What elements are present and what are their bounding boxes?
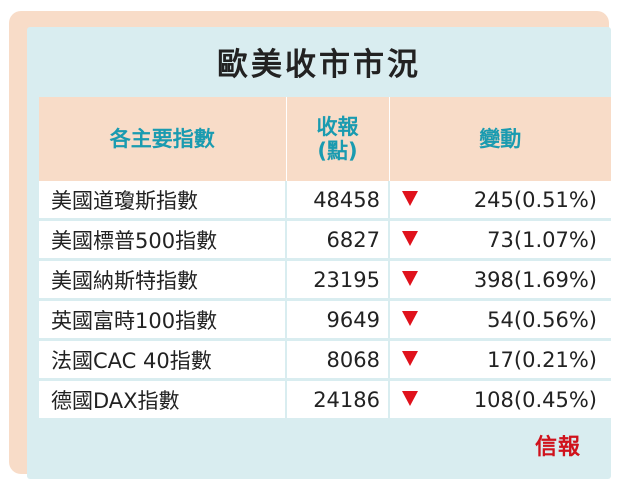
index-change: 17(0.21%): [487, 347, 597, 372]
index-name: 美國道瓊斯指數: [39, 181, 287, 221]
index-close: 24186: [286, 379, 390, 421]
index-close: 48458: [286, 181, 390, 221]
down-arrow-icon: [402, 391, 418, 406]
table-row: 法國CAC 40指數 8068 17(0.21%): [39, 339, 611, 381]
header-name: 各主要指數: [39, 97, 287, 181]
down-arrow-icon: [402, 351, 418, 366]
outer-frame: 歐美收市市況 各主要指數 收報 (點) 變動 美國道瓊斯指: [9, 11, 611, 479]
hkej-logo: 信報: [534, 434, 581, 460]
down-arrow-icon: [402, 271, 418, 286]
index-table: 各主要指數 收報 (點) 變動 美國道瓊斯指數 48458 245(0.51%): [39, 97, 611, 421]
index-change-cell: 17(0.21%): [389, 339, 611, 381]
panel: 歐美收市市況 各主要指數 收報 (點) 變動 美國道瓊斯指: [27, 27, 611, 479]
table-row: 美國納斯特指數 23195 398(1.69%): [39, 259, 611, 301]
header-close-line1: 收報: [316, 114, 359, 139]
index-name: 德國DAX指數: [39, 379, 287, 421]
index-close: 6827: [286, 219, 390, 261]
page-title: 歐美收市市況: [217, 46, 421, 83]
down-arrow-icon: [402, 231, 418, 246]
table-header-row: 各主要指數 收報 (點) 變動: [39, 97, 611, 181]
index-change: 245(0.51%): [473, 187, 597, 212]
header-close: 收報 (點): [286, 97, 390, 181]
down-arrow-icon: [402, 191, 418, 206]
index-change: 398(1.69%): [473, 267, 597, 292]
header-change: 變動: [389, 97, 611, 181]
index-change: 54(0.56%): [487, 307, 597, 332]
index-name: 法國CAC 40指數: [39, 339, 287, 381]
index-change: 73(1.07%): [487, 227, 597, 252]
index-name: 美國標普500指數: [39, 219, 287, 261]
index-change-cell: 108(0.45%): [389, 379, 611, 421]
index-change: 108(0.45%): [473, 387, 597, 412]
header-close-line2: (點): [317, 139, 358, 163]
table-row: 德國DAX指數 24186 108(0.45%): [39, 379, 611, 421]
index-change-cell: 73(1.07%): [389, 219, 611, 261]
index-change-cell: 245(0.51%): [389, 181, 611, 221]
table-row: 英國富時100指數 9649 54(0.56%): [39, 299, 611, 341]
index-close: 9649: [286, 299, 390, 341]
index-change-cell: 398(1.69%): [389, 259, 611, 301]
index-name: 英國富時100指數: [39, 299, 287, 341]
table-row: 美國道瓊斯指數 48458 245(0.51%): [39, 181, 611, 221]
table-row: 美國標普500指數 6827 73(1.07%): [39, 219, 611, 261]
index-change-cell: 54(0.56%): [389, 299, 611, 341]
index-name: 美國納斯特指數: [39, 259, 287, 301]
down-arrow-icon: [402, 311, 418, 326]
index-close: 8068: [286, 339, 390, 381]
index-close: 23195: [286, 259, 390, 301]
